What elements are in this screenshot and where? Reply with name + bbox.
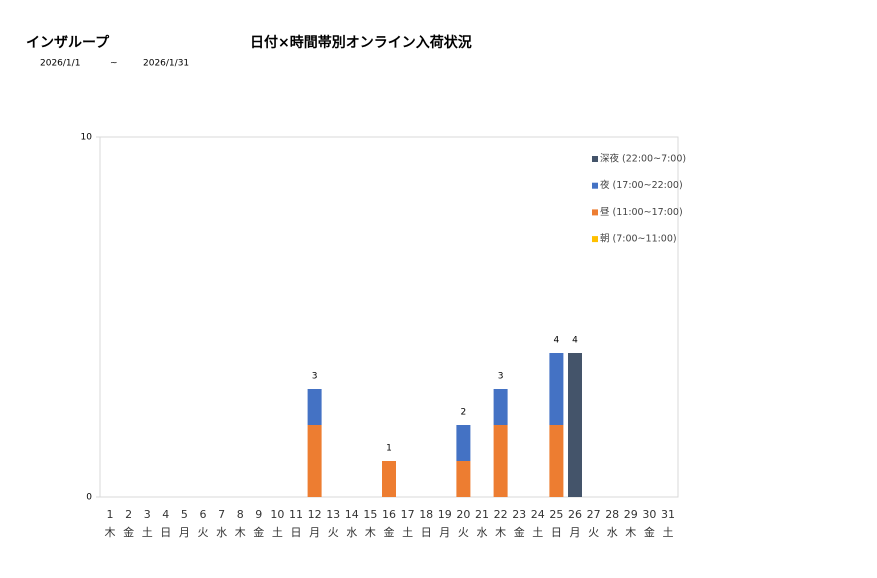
x-weekday-label: 木 — [625, 526, 636, 539]
x-tick-label: 21 — [475, 508, 489, 521]
page-title: インザループ — [26, 35, 110, 51]
chart-title: 日付×時間帯別オンライン入荷状況 — [250, 34, 472, 51]
x-weekday-label: 水 — [346, 526, 357, 539]
x-tick-label: 31 — [661, 508, 675, 521]
legend-swatch — [592, 209, 598, 216]
x-tick-label: 20 — [456, 508, 470, 521]
x-tick-label: 7 — [218, 508, 225, 521]
legend-label: 深夜 (22:00~7:00) — [600, 153, 686, 165]
x-weekday-label: 金 — [123, 525, 134, 539]
x-tick-label: 11 — [289, 508, 303, 521]
x-tick-label: 16 — [382, 508, 396, 521]
legend-swatch — [592, 236, 598, 243]
bar-segment — [307, 389, 322, 425]
x-tick-label: 6 — [200, 508, 207, 521]
x-tick-label: 5 — [181, 508, 188, 521]
x-weekday-label: 金 — [384, 525, 395, 539]
x-tick-label: 1 — [107, 508, 114, 521]
x-weekday-label: 水 — [477, 526, 488, 539]
total-label: 2 — [461, 408, 467, 418]
x-tick-label: 22 — [494, 508, 508, 521]
bar-segment — [493, 425, 508, 497]
x-weekday-label: 木 — [235, 526, 246, 539]
legend-label: 朝 (7:00~11:00) — [600, 234, 677, 245]
x-weekday-label: 金 — [253, 525, 264, 539]
x-weekday-label: 火 — [588, 526, 599, 539]
x-tick-label: 18 — [419, 508, 433, 521]
x-tick-label: 17 — [401, 508, 415, 521]
x-weekday-label: 月 — [179, 526, 190, 539]
x-weekday-label: 月 — [439, 526, 450, 539]
x-tick-label: 10 — [270, 508, 284, 521]
bar-segment — [549, 425, 564, 497]
x-weekday-label: 日 — [160, 526, 171, 539]
bar-segment — [456, 425, 471, 461]
y-tick-label: 10 — [81, 133, 93, 143]
x-weekday-label: 火 — [198, 526, 209, 539]
x-weekday-label: 土 — [272, 526, 283, 539]
x-weekday-label: 火 — [458, 526, 469, 539]
total-label: 4 — [572, 336, 578, 346]
x-weekday-label: 火 — [328, 526, 339, 539]
legend-label: 昼 (11:00~17:00) — [600, 207, 683, 218]
x-weekday-label: 土 — [532, 526, 543, 539]
x-weekday-label: 土 — [402, 526, 413, 539]
x-weekday-label: 日 — [421, 526, 432, 539]
x-weekday-label: 金 — [514, 525, 525, 539]
x-tick-label: 19 — [438, 508, 452, 521]
x-weekday-label: 金 — [644, 525, 655, 539]
legend-swatch — [592, 156, 598, 162]
x-tick-label: 8 — [237, 508, 244, 521]
bar-segment — [493, 389, 508, 425]
x-tick-label: 27 — [587, 508, 601, 521]
total-label: 3 — [312, 372, 318, 382]
x-weekday-label: 木 — [365, 526, 376, 539]
x-tick-label: 28 — [605, 508, 619, 521]
x-tick-label: 4 — [162, 508, 169, 521]
x-tick-label: 13 — [326, 508, 340, 521]
x-tick-label: 14 — [345, 508, 359, 521]
x-weekday-label: 木 — [105, 526, 116, 539]
x-tick-label: 15 — [363, 508, 377, 521]
x-tick-label: 29 — [624, 508, 638, 521]
x-tick-label: 25 — [549, 508, 563, 521]
x-tick-label: 2 — [125, 508, 132, 521]
legend-swatch — [592, 182, 598, 189]
y-tick-label: 0 — [86, 493, 92, 503]
total-label: 4 — [554, 336, 560, 346]
bar-segment — [568, 353, 582, 497]
date-tilde: ~ — [110, 59, 118, 69]
x-weekday-label: 日 — [291, 526, 302, 539]
total-label: 1 — [386, 444, 392, 454]
x-tick-label: 9 — [255, 508, 262, 521]
x-tick-label: 23 — [512, 508, 526, 521]
x-weekday-label: 土 — [663, 526, 674, 539]
x-weekday-label: 土 — [142, 526, 153, 539]
x-weekday-label: 水 — [216, 526, 227, 539]
x-tick-label: 3 — [144, 508, 151, 521]
x-weekday-label: 日 — [551, 526, 562, 539]
bar-segment — [307, 425, 322, 497]
x-weekday-label: 木 — [495, 526, 506, 539]
date-to: 2026/1/31 — [143, 59, 189, 69]
x-tick-label: 30 — [642, 508, 656, 521]
bar-segment — [549, 353, 564, 425]
total-label: 3 — [498, 372, 504, 382]
x-tick-label: 26 — [568, 508, 582, 521]
x-weekday-label: 月 — [570, 526, 581, 539]
x-weekday-label: 月 — [309, 526, 320, 539]
bar-segment — [382, 461, 396, 497]
date-from: 2026/1/1 — [40, 59, 80, 69]
bar-segment — [456, 461, 471, 497]
x-weekday-label: 水 — [607, 526, 618, 539]
x-tick-label: 12 — [308, 508, 322, 521]
legend-label: 夜 (17:00~22:00) — [600, 179, 683, 191]
x-tick-label: 24 — [531, 508, 545, 521]
